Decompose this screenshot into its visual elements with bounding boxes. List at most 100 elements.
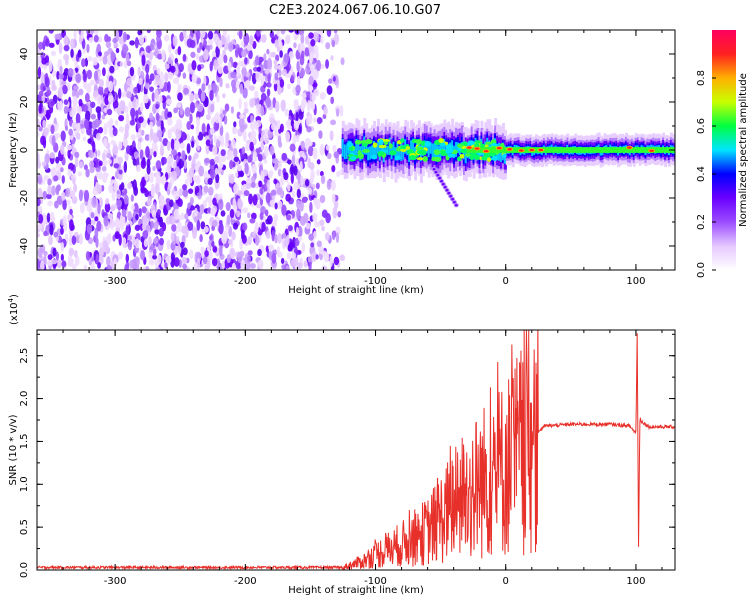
noise-speckle xyxy=(129,119,136,126)
noise-speckle xyxy=(182,72,187,79)
noise-speckle xyxy=(220,210,226,217)
noise-speckle xyxy=(48,60,53,73)
noise-speckle xyxy=(333,33,340,45)
signal-blob xyxy=(346,141,353,148)
noise-speckle xyxy=(123,60,128,69)
noise-speckle xyxy=(237,47,242,54)
noise-speckle xyxy=(197,103,204,113)
noise-speckle xyxy=(79,202,85,214)
noise-speckle xyxy=(191,140,195,148)
noise-speckle xyxy=(37,258,41,269)
noise-speckle xyxy=(195,124,200,136)
noise-speckle xyxy=(63,99,69,106)
noise-speckle xyxy=(103,215,109,227)
noise-speckle xyxy=(60,130,66,142)
noise-speckle xyxy=(293,165,298,176)
noise-speckle xyxy=(46,259,53,266)
noise-speckle xyxy=(46,89,52,96)
noise-speckle xyxy=(161,262,165,268)
noise-speckle xyxy=(287,159,292,165)
signal-track-cell xyxy=(347,140,351,154)
noise-speckle xyxy=(290,172,294,185)
noise-speckle xyxy=(199,203,205,215)
noise-speckle xyxy=(308,233,314,241)
noise-speckle xyxy=(125,52,130,63)
signal-blob xyxy=(462,141,468,146)
noise-speckle xyxy=(209,235,213,241)
noise-speckle xyxy=(241,67,247,77)
noise-speckle xyxy=(310,38,316,47)
noise-speckle xyxy=(141,223,147,230)
noise-speckle xyxy=(62,198,67,211)
noise-speckle xyxy=(110,50,115,63)
signal-track-cell xyxy=(369,146,373,160)
noise-speckle xyxy=(124,130,129,139)
noise-speckle xyxy=(295,226,300,237)
fading-branch-core xyxy=(443,186,447,189)
noise-speckle xyxy=(260,170,265,181)
noise-speckle xyxy=(96,184,102,193)
noise-speckle xyxy=(248,193,253,205)
noise-speckle xyxy=(107,159,112,165)
noise-speckle xyxy=(253,156,258,162)
noise-speckle xyxy=(291,154,296,167)
signal-blob xyxy=(405,146,411,150)
signal-track-cell xyxy=(431,143,435,161)
noise-speckle xyxy=(154,183,160,195)
signal-track-cell xyxy=(373,140,377,159)
spectrogram-signal-track xyxy=(341,117,675,208)
colorbar-tick-label: 0.4 xyxy=(696,166,707,182)
noise-speckle xyxy=(149,171,154,184)
noise-speckle xyxy=(199,30,206,39)
noise-speckle xyxy=(69,219,74,232)
signal-track-cell xyxy=(361,145,365,160)
noise-speckle xyxy=(75,112,81,125)
signal-track-cell xyxy=(355,138,359,156)
noise-speckle xyxy=(122,43,129,54)
noise-speckle xyxy=(282,232,287,239)
snr-x-tick-label: 100 xyxy=(626,576,645,587)
noise-speckle xyxy=(326,85,333,95)
signal-blob xyxy=(382,139,391,143)
noise-speckle xyxy=(51,79,56,90)
noise-speckle xyxy=(333,151,340,159)
noise-speckle xyxy=(303,260,308,268)
signal-track-cell xyxy=(429,143,433,154)
noise-speckle xyxy=(98,160,103,167)
noise-speckle xyxy=(49,152,56,159)
noise-speckle xyxy=(75,73,82,83)
noise-speckle xyxy=(279,177,283,187)
noise-speckle xyxy=(258,127,262,135)
noise-speckle xyxy=(55,163,62,170)
noise-speckle xyxy=(266,57,273,70)
noise-speckle xyxy=(167,57,172,65)
noise-speckle xyxy=(118,114,125,122)
noise-speckle xyxy=(316,159,321,165)
signal-blob xyxy=(478,143,485,148)
noise-speckle xyxy=(142,266,146,270)
noise-speckle xyxy=(213,59,218,71)
noise-speckle xyxy=(205,114,211,121)
noise-speckle xyxy=(179,31,184,42)
noise-speckle xyxy=(309,63,315,73)
noise-speckle xyxy=(102,67,106,77)
noise-speckle xyxy=(143,238,148,248)
noise-speckle xyxy=(37,187,43,198)
noise-speckle xyxy=(286,214,292,221)
noise-speckle xyxy=(274,202,278,210)
noise-speckle xyxy=(182,188,189,198)
noise-speckle xyxy=(235,170,239,178)
noise-speckle xyxy=(106,256,111,267)
noise-speckle xyxy=(59,65,63,75)
noise-speckle xyxy=(307,157,311,169)
noise-speckle xyxy=(102,55,108,65)
noise-speckle xyxy=(108,123,112,130)
noise-speckle xyxy=(295,157,300,168)
noise-speckle xyxy=(68,247,74,256)
noise-speckle xyxy=(309,175,314,184)
noise-speckle xyxy=(78,161,84,169)
noise-speckle xyxy=(109,117,114,126)
noise-speckle xyxy=(285,193,292,202)
noise-speckle xyxy=(85,250,91,261)
noise-speckle xyxy=(189,249,194,260)
